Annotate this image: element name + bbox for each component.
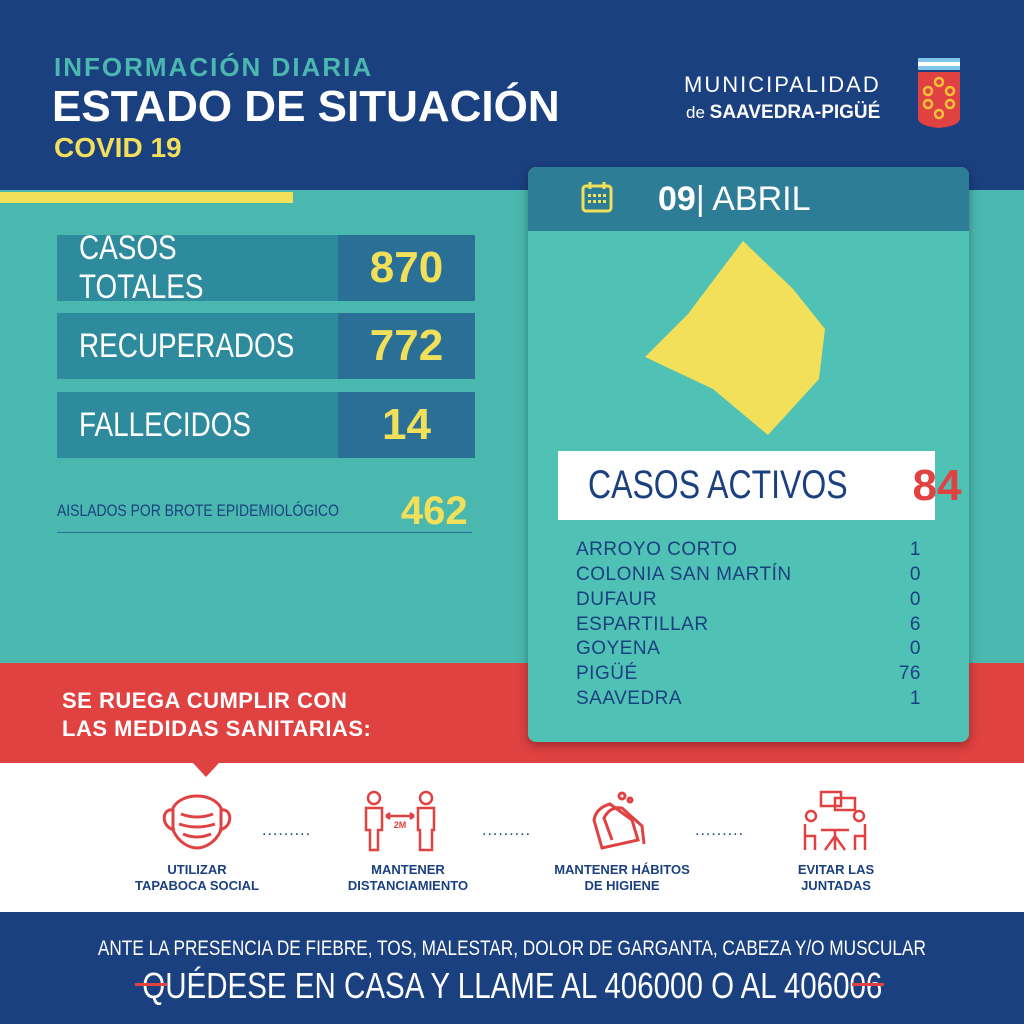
- date-month: ABRIL: [712, 179, 811, 218]
- notice-line1: SE RUEGA CUMPLIR CON: [62, 688, 348, 713]
- locality-row: DUFAUR 0: [576, 589, 921, 614]
- measure-gatherings: EVITAR LAS JUNTADAS: [746, 862, 926, 894]
- locality-name: SAAVEDRA: [576, 688, 683, 709]
- footer-dash: [852, 983, 884, 986]
- locality-row: ESPARTILLAR 6: [576, 614, 921, 639]
- locality-value: 0: [909, 589, 921, 610]
- stat-value: 14: [338, 392, 475, 458]
- measure-line1: UTILIZAR: [167, 862, 227, 877]
- mask-icon: [162, 794, 232, 850]
- pointer-triangle: [193, 763, 219, 777]
- locality-row: ARROYO CORTO 1: [576, 539, 921, 564]
- distance-badge: 2M: [394, 820, 407, 830]
- stat-value: 772: [338, 313, 475, 379]
- locality-name: DUFAUR: [576, 589, 658, 610]
- gathering-icon: [803, 790, 867, 851]
- locality-row: PIGÜÉ 76: [576, 663, 921, 688]
- measure-hygiene: MANTENER HÁBITOS DE HIGIENE: [532, 862, 712, 894]
- stat-value: 870: [338, 235, 475, 301]
- date-header: 09| ABRIL: [528, 167, 969, 231]
- locality-value: 76: [898, 663, 921, 684]
- locality-value: 1: [909, 688, 921, 709]
- stat-label: FALLECIDOS: [79, 405, 251, 444]
- page-title: ESTADO DE SITUACIÓN: [52, 82, 560, 131]
- separator-dots: .........: [262, 822, 312, 839]
- measure-line2: DE HIGIENE: [584, 878, 660, 893]
- header-band: [0, 0, 1024, 190]
- locality-value: 0: [909, 638, 921, 659]
- stat-recuperados: RECUPERADOS 772: [57, 313, 475, 379]
- measure-distance: MANTENER DISTANCIAMIENTO: [318, 862, 498, 894]
- aislados-value: 462: [400, 488, 468, 533]
- locality-name: COLONIA SAN MARTÍN: [576, 564, 792, 585]
- measure-mask: UTILIZAR TAPABOCA SOCIAL: [107, 862, 287, 894]
- footer-line1: ANTE LA PRESENCIA DE FIEBRE, TOS, MALEST…: [0, 937, 1024, 961]
- footer-band: [0, 912, 1024, 1024]
- footer-line2: QUÉDESE EN CASA Y LLAME AL 406000 O AL 4…: [0, 965, 1024, 1007]
- locality-row: COLONIA SAN MARTÍN 0: [576, 564, 921, 589]
- locality-value: 6: [909, 614, 921, 635]
- measure-line1: EVITAR LAS: [797, 862, 875, 877]
- separator-dots: .........: [695, 822, 745, 839]
- logo-line2: de SAAVEDRA-PIGÜÉ: [686, 102, 880, 124]
- measure-line1: MANTENER HÁBITOS: [554, 862, 690, 877]
- accent-bar: [0, 192, 293, 203]
- logo-line1: MUNICIPALIDAD: [684, 72, 881, 97]
- footer-line1-text: ANTE LA PRESENCIA DE FIEBRE, TOS, MALEST…: [97, 937, 927, 960]
- stat-label: RECUPERADOS: [79, 326, 295, 365]
- municipal-shield-icon: [918, 58, 960, 128]
- measure-line1: MANTENER: [371, 862, 445, 877]
- locality-value: 1: [909, 539, 921, 560]
- stat-fallecidos: FALLECIDOS 14: [57, 392, 475, 458]
- logo-prefix: de: [686, 103, 705, 122]
- active-cases-label: CASOS ACTIVOS: [588, 463, 848, 507]
- locality-name: PIGÜÉ: [576, 663, 638, 684]
- aislados-label: AISLADOS POR BROTE EPIDEMIOLÓGICO: [57, 501, 339, 520]
- active-cases-value: 84: [912, 460, 962, 510]
- header-tag: COVID 19: [54, 132, 182, 163]
- stat-label: CASOS TOTALES: [79, 229, 204, 306]
- separator-dots: .........: [482, 822, 532, 839]
- date-day: 09: [658, 179, 696, 218]
- footer-line2-text: QUÉDESE EN CASA Y LLAME AL 406000 O AL 4…: [141, 965, 883, 1006]
- active-cases-box: CASOS ACTIVOS 84: [558, 451, 961, 520]
- locality-row: GOYENA 0: [576, 638, 921, 663]
- locality-row: SAAVEDRA 1: [576, 688, 921, 713]
- handwash-icon: [592, 791, 646, 850]
- calendar-icon: [581, 182, 613, 213]
- measure-line2: JUNTADAS: [801, 878, 871, 893]
- locality-name: ARROYO CORTO: [576, 539, 738, 560]
- locality-name: GOYENA: [576, 638, 661, 659]
- active-cases-card: 09| ABRIL CASOS ACTIVOS 84 ARROYO CORTO 1 …: [528, 167, 969, 742]
- distance-icon: 2M: [364, 790, 436, 852]
- logo-name: SAAVEDRA-PIGÜÉ: [709, 102, 881, 123]
- measure-line2: DISTANCIAMIENTO: [347, 878, 469, 893]
- notice-text: SE RUEGA CUMPLIR CON LAS MEDIDAS SANITARI…: [62, 687, 371, 743]
- measures-band: [0, 763, 1024, 913]
- report-date: 09| ABRIL: [658, 179, 811, 218]
- locality-name: ESPARTILLAR: [576, 614, 709, 635]
- district-map-icon: [645, 241, 825, 435]
- measure-line2: TAPABOCA SOCIAL: [135, 878, 259, 893]
- locality-value: 0: [909, 564, 921, 585]
- footer-dash: [135, 983, 167, 986]
- stat-aislados: AISLADOS POR BROTE EPIDEMIOLÓGICO 462: [57, 488, 472, 533]
- header-subtitle: INFORMACIÓN DIARIA: [54, 52, 374, 82]
- notice-line2: LAS MEDIDAS SANITARIAS:: [62, 716, 372, 741]
- stat-casos-totales: CASOS TOTALES 870: [57, 229, 475, 306]
